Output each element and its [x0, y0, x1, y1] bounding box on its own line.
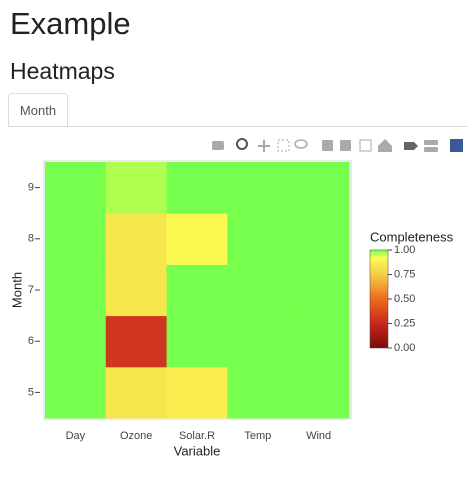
heatmap-cell	[288, 213, 350, 265]
page-title: Example	[10, 6, 131, 41]
spike-button[interactable]	[404, 142, 418, 150]
select-button[interactable]	[277, 139, 290, 152]
heatmap-cell	[227, 264, 289, 317]
hover-closest-button[interactable]	[424, 140, 438, 145]
heatmap-cell	[45, 366, 107, 419]
tab-divider	[8, 126, 468, 127]
heatmap-cell	[166, 213, 228, 265]
y-tick-label: 7	[28, 284, 34, 296]
x-tick-label: Ozone	[120, 430, 152, 442]
hover-compare-button[interactable]	[424, 147, 438, 152]
reset-button[interactable]	[378, 139, 392, 152]
y-tick-label: 8	[28, 233, 34, 245]
zoom-in-button[interactable]	[322, 140, 333, 151]
y-tick-label: 9	[28, 182, 34, 194]
heatmap-cell	[227, 366, 289, 419]
heatmap-cell	[105, 315, 168, 368]
heatmap-cell	[288, 264, 350, 317]
heatmap-cell	[166, 366, 228, 419]
plotly-logo[interactable]	[450, 139, 463, 152]
autoscale-button[interactable]	[359, 139, 372, 152]
heatmap-cell	[227, 315, 289, 368]
heatmap-cell	[105, 366, 168, 419]
colorbar-tick-label: 0.25	[394, 317, 415, 329]
zoom-button[interactable]	[236, 138, 248, 150]
heatmap-cell	[105, 162, 168, 214]
heatmap-cell	[105, 213, 168, 265]
x-tick-label: Day	[66, 430, 86, 442]
heatmap-cell	[45, 315, 107, 368]
colorbar-tick-label: 0.75	[394, 268, 415, 280]
y-tick-label: 6	[28, 335, 34, 347]
lasso-button[interactable]	[294, 139, 308, 149]
heatmap-cell	[227, 213, 289, 265]
x-tick-label: Wind	[306, 430, 331, 442]
x-tick-label: Solar.R	[179, 430, 215, 442]
chart: Variable Month Completeness Day Ozone Sola…	[9, 138, 463, 458]
heatmap-cell	[45, 162, 107, 214]
x-tick-label: Temp	[244, 430, 271, 442]
y-axis-title: Month	[9, 272, 24, 308]
heatmap-cell	[105, 264, 168, 317]
heatmap-cell	[166, 162, 228, 214]
colorbar-title: Completeness	[370, 229, 454, 244]
heatmap-cell	[288, 162, 350, 214]
heatmap-cell	[227, 162, 289, 214]
heatmap-cell	[288, 315, 350, 368]
x-axis-title: Variable	[174, 443, 221, 458]
colorbar	[369, 249, 389, 349]
y-tick-label: 5	[28, 386, 34, 398]
tab[interactable]: Month	[8, 93, 68, 127]
colorbar-tick-label: 0.50	[394, 293, 415, 305]
heatmap-cell	[288, 366, 350, 419]
zoom-out-button[interactable]	[340, 140, 351, 151]
pan-button[interactable]	[258, 140, 270, 152]
colorbar-tick-label: 1.00	[394, 244, 415, 256]
camera-button[interactable]	[212, 141, 224, 150]
colorbar-tick-label: 0.00	[394, 342, 415, 354]
heatmap-cell	[45, 264, 107, 317]
section-title: Heatmaps	[10, 58, 115, 84]
heatmap-cell	[166, 264, 228, 317]
modebar	[212, 138, 463, 152]
heatmap-cell	[166, 315, 228, 368]
heatmap-cell	[45, 213, 107, 265]
